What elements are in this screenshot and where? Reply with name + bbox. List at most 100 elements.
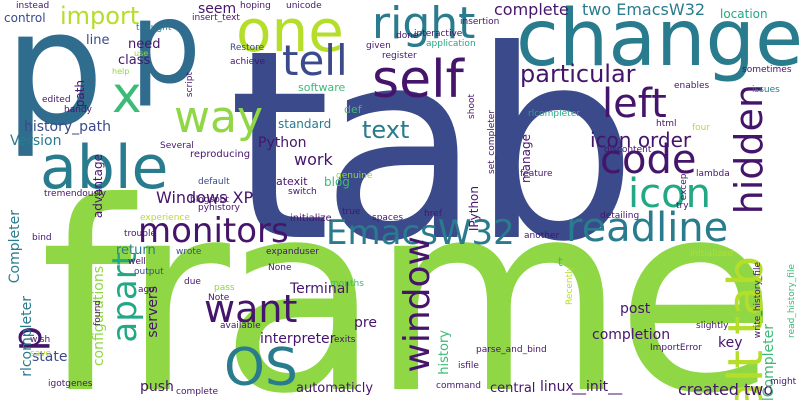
word-icon: icon <box>628 171 711 217</box>
word-might: might <box>770 377 797 387</box>
word-initialize: initialize <box>290 213 332 224</box>
word-pass: pass <box>214 283 235 293</box>
word-write-history-file: write_history_file <box>753 262 763 339</box>
word-thought: thought <box>136 23 172 33</box>
word-work: work <box>294 150 333 169</box>
word-right: right <box>372 0 476 49</box>
word-bind: bind <box>32 233 52 243</box>
word-blogspot: blogspot <box>190 195 229 205</box>
word-ipython: IPython <box>467 186 481 232</box>
word-monitors: monitors <box>138 211 289 251</box>
word-advantage: advantage <box>91 154 105 219</box>
word-detailing: detailing <box>600 211 640 221</box>
word-p: p <box>130 0 202 109</box>
word-slightly: slightly <box>696 321 729 331</box>
word-initialized: initialized <box>690 249 734 259</box>
word-available: available <box>220 321 261 331</box>
word-lambda: lambda <box>696 169 730 179</box>
word-hoping: hoping <box>240 1 271 11</box>
word-isfile: isfile <box>458 361 479 371</box>
word-achieve: achieve <box>230 57 266 67</box>
word-way: way <box>174 92 263 143</box>
word-blog: blog <box>324 175 350 189</box>
word-central: central <box>490 381 536 396</box>
word-edited: edited <box>42 95 71 105</box>
word-rlcompleter: rlcompleter <box>528 109 580 119</box>
word-pyhistory: pyhistory <box>198 203 240 213</box>
word-four: four <box>692 123 711 133</box>
word-location: location <box>720 7 768 21</box>
word-key: key <box>718 335 743 351</box>
word-emacsw32: EmacsW32 <box>326 213 515 253</box>
word-found: found <box>93 300 103 326</box>
word-t: t <box>558 255 563 269</box>
word-complete: complete <box>494 0 569 19</box>
word-text: text <box>362 116 410 144</box>
word-one: one <box>236 0 344 65</box>
word-left: left <box>602 81 667 127</box>
word-several: Several <box>160 141 194 151</box>
word-line: line <box>86 33 110 48</box>
word-terminal: Terminal <box>290 281 350 297</box>
word-issues: issues <box>752 85 780 95</box>
word-python: Python <box>258 135 307 151</box>
word-completer: Completer <box>7 210 23 284</box>
word-ago: ago <box>138 285 155 295</box>
word-p: p <box>4 0 105 161</box>
word-want: want <box>204 287 298 331</box>
word-post: post <box>620 301 651 317</box>
word-history: history <box>437 330 452 375</box>
word-switch: switch <box>288 187 317 197</box>
word-restore: Restore <box>230 43 265 53</box>
word-def: def <box>344 103 362 116</box>
word-spaces: spaces <box>372 213 404 223</box>
word-command: command <box>436 381 481 391</box>
word-importerror: ImportError <box>650 343 702 353</box>
word-html: html <box>656 119 677 129</box>
word-two-emacsw32: two EmacsW32 <box>582 0 706 19</box>
word-icon-order: icon order <box>590 128 692 152</box>
word-another: another <box>524 231 560 241</box>
word-need: need <box>128 37 161 52</box>
word-class: class <box>118 53 151 68</box>
word-exits: exits <box>334 335 356 345</box>
word-parse-and-bind: parse_and_bind <box>476 345 547 355</box>
word-tab: tab <box>228 0 638 299</box>
word-try: try <box>676 201 689 211</box>
word-wrote: wrote <box>176 247 202 257</box>
word-reproducing: reproducing <box>190 149 251 160</box>
word-read-history-file: read_history_file <box>787 264 797 338</box>
word-feature: feature <box>520 169 553 179</box>
word-trouble: trouble <box>124 229 156 239</box>
word-shoot: shoot <box>467 94 477 119</box>
word-done: done <box>396 31 419 41</box>
word-irlcompleter: IrlCompleter <box>761 324 777 400</box>
word-interactive: interactive <box>414 29 463 39</box>
word-wish: wish <box>30 335 51 345</box>
word-tell: tell <box>282 36 348 85</box>
word-readline: readline <box>566 205 729 251</box>
word-state: state <box>32 349 68 365</box>
word-atexit: atexit <box>276 175 308 188</box>
word-well: well <box>128 257 146 267</box>
word-able: able <box>40 133 169 203</box>
word-genuine: genuine <box>336 171 373 181</box>
word-insert-text: insert_text <box>192 13 240 23</box>
word-path: path <box>73 80 87 108</box>
word-none: None <box>268 263 292 273</box>
word-set-completer: set_completer <box>487 110 497 174</box>
word-except: except <box>679 170 689 201</box>
word-change: change <box>516 0 800 84</box>
word-frame: frame <box>40 146 777 400</box>
word-register: register <box>382 51 417 61</box>
word-pre: pre <box>354 315 377 331</box>
word-hidden: hidden <box>727 84 771 215</box>
word-control: control <box>4 11 46 25</box>
word-created-two: created two <box>678 380 774 399</box>
word-unicode: unicode <box>286 1 322 11</box>
word-expanduser: expanduser <box>266 247 319 257</box>
word-months: months <box>330 279 364 289</box>
word-complete-quoted: complete <box>176 387 219 397</box>
word-completion: completion <box>592 327 671 343</box>
